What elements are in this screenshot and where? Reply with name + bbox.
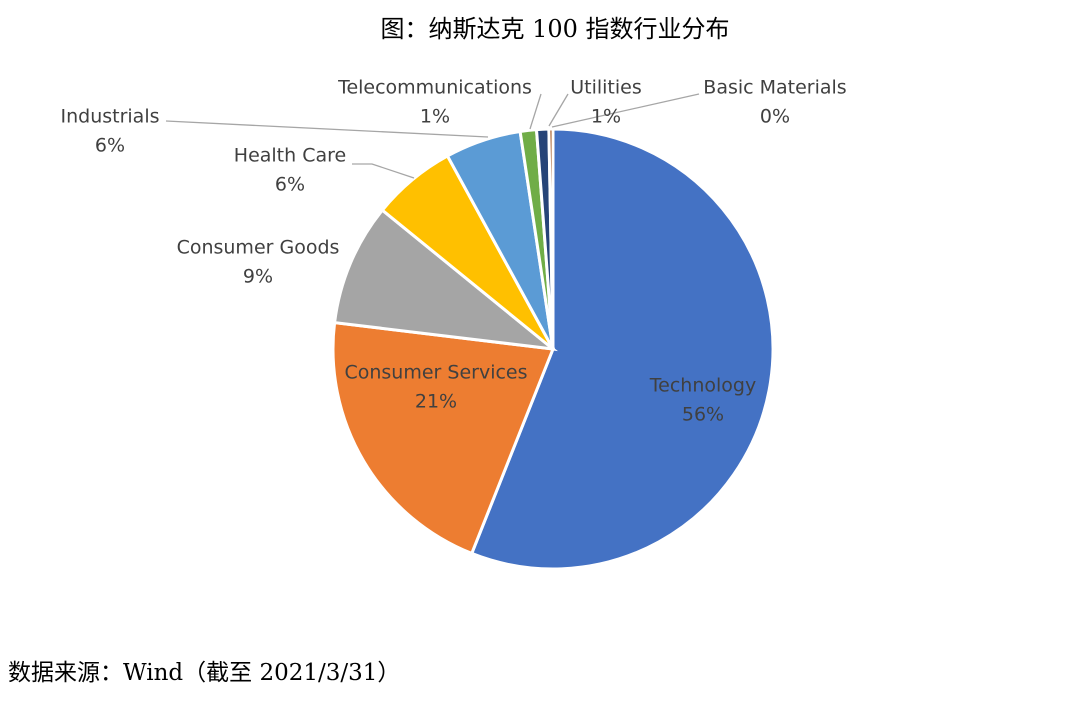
pie-slice-consumer-goods <box>332 208 558 352</box>
slice-label-value-health-care: 6% <box>275 174 305 196</box>
slice-label-value-consumer-services: 21% <box>415 391 457 413</box>
slice-labels: Technology 56% Consumer Services 21% Consume… <box>60 77 846 426</box>
slice-label-name-health-care: Health Care <box>234 145 346 167</box>
leader-line-telecommunications <box>529 93 542 130</box>
slice-label-value-industrials: 6% <box>95 135 125 157</box>
leader-lines <box>165 93 700 179</box>
slice-label-name-consumer-services: Consumer Services <box>344 362 527 384</box>
slice-label-name-technology: Technology <box>649 375 756 397</box>
pie-slice-technology <box>469 127 775 571</box>
slice-label-value-consumer-goods: 9% <box>243 266 273 288</box>
leader-line-utilities <box>548 93 569 127</box>
leader-line-health-care <box>352 163 415 179</box>
slice-label-value-basic-materials: 0% <box>760 106 790 128</box>
pie-slice-basic-materials <box>547 127 555 350</box>
slice-label-name-basic-materials: Basic Materials <box>703 77 846 99</box>
slice-label-value-utilities: 1% <box>591 106 621 128</box>
slice-label-value-telecommunications: 1% <box>420 106 450 128</box>
pie-slice-consumer-services <box>331 320 556 556</box>
leader-line-basic-materials <box>551 93 700 128</box>
pie-slices <box>331 127 775 571</box>
slice-label-name-telecommunications: Telecommunications <box>337 77 532 99</box>
slice-label-value-technology: 56% <box>682 404 724 426</box>
chart-title: 图：纳斯达克 100 指数行业分布 <box>380 15 729 43</box>
leader-line-industrials <box>165 120 489 138</box>
source-note: 数据来源：Wind（截至 2021/3/31） <box>8 660 400 686</box>
slice-label-name-consumer-goods: Consumer Goods <box>177 237 340 259</box>
slice-label-name-utilities: Utilities <box>570 77 642 99</box>
slice-label-name-industrials: Industrials <box>60 106 159 128</box>
